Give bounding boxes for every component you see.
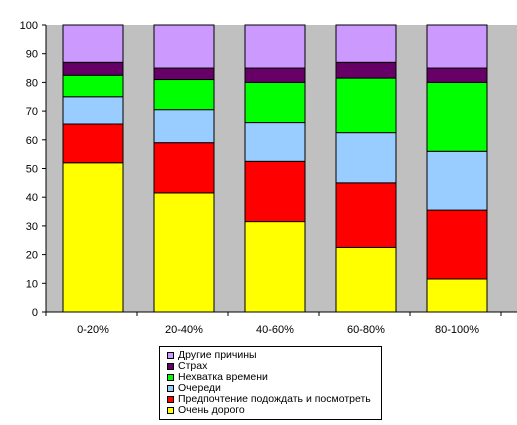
bar-segment bbox=[153, 79, 215, 111]
x-tick-label: 0-20% bbox=[77, 324, 109, 336]
legend-swatch bbox=[167, 374, 174, 381]
legend-item: Нехватка времени bbox=[167, 372, 381, 383]
legend-item: Предпочтение подождать и посмотреть bbox=[167, 394, 381, 405]
bar-segment bbox=[244, 24, 306, 69]
legend-swatch bbox=[167, 407, 174, 414]
legend-swatch bbox=[167, 396, 174, 403]
bar-segment bbox=[426, 150, 488, 211]
legend-label: Очереди bbox=[178, 382, 221, 394]
legend-label: Очень дорого bbox=[178, 404, 245, 416]
bar-segment bbox=[62, 24, 124, 63]
bar-segment bbox=[62, 96, 124, 125]
legend-swatch bbox=[167, 363, 174, 370]
y-tick-label: 50 bbox=[26, 164, 38, 176]
bar-segment bbox=[335, 246, 397, 313]
bar-segment bbox=[426, 81, 488, 152]
x-tick-label: 60-80% bbox=[347, 324, 385, 336]
legend-swatch bbox=[167, 352, 174, 359]
y-tick-label: 10 bbox=[26, 278, 38, 290]
legend-item: Другие причины bbox=[167, 350, 381, 361]
legend-label: Нехватка времени bbox=[178, 371, 268, 383]
y-tick-label: 60 bbox=[26, 135, 38, 147]
y-tick-label: 30 bbox=[26, 221, 38, 233]
bar-segment bbox=[335, 24, 397, 63]
bar-segment bbox=[62, 123, 124, 164]
bar-segment bbox=[426, 67, 488, 83]
bar-segment bbox=[62, 74, 124, 98]
chart-plot: 0 10 20 30 40 50 60 70 80 90 100 0-20% 20-40% 40-60%… bbox=[20, 20, 517, 336]
bar-segment bbox=[244, 67, 306, 83]
bar-segment bbox=[62, 162, 124, 313]
bar-segment bbox=[62, 61, 124, 76]
legend-item: Очень дорого bbox=[167, 405, 381, 416]
bar-segment bbox=[244, 81, 306, 124]
bar-segment bbox=[153, 109, 215, 144]
legend-label: Предпочтение подождать и посмотреть bbox=[178, 393, 371, 405]
legend-label: Другие причины bbox=[178, 349, 257, 361]
y-tick-label: 80 bbox=[26, 77, 38, 89]
bar-segment bbox=[335, 61, 397, 79]
bar-segment bbox=[153, 24, 215, 69]
y-tick-label: 20 bbox=[26, 250, 38, 262]
y-tick-label: 0 bbox=[32, 307, 38, 319]
legend: Другие причины Страх Нехватка времени Очере… bbox=[159, 346, 382, 420]
bar-segment bbox=[244, 122, 306, 162]
bar-segment bbox=[335, 132, 397, 184]
bar-segment bbox=[335, 77, 397, 134]
y-axis: 0 10 20 30 40 50 60 70 80 90 100 bbox=[20, 20, 46, 319]
x-axis: 0-20% 20-40% 40-60% 60-80% 80-100% bbox=[45, 312, 502, 336]
bar-segment bbox=[153, 67, 215, 81]
y-tick-label: 70 bbox=[26, 106, 38, 118]
bar-segment bbox=[426, 278, 488, 313]
y-tick-label: 90 bbox=[26, 49, 38, 61]
bar-segment bbox=[244, 160, 306, 223]
bar-segment bbox=[153, 192, 215, 313]
x-tick-label: 80-100% bbox=[435, 324, 479, 336]
bars bbox=[62, 24, 488, 313]
legend-swatch bbox=[167, 385, 174, 392]
bar-segment bbox=[426, 209, 488, 280]
x-tick-label: 20-40% bbox=[165, 324, 203, 336]
x-tick-label: 40-60% bbox=[256, 324, 294, 336]
legend-item: Страх bbox=[167, 361, 381, 372]
y-tick-label: 40 bbox=[26, 192, 38, 204]
bar-segment bbox=[426, 24, 488, 69]
bar-segment bbox=[335, 182, 397, 248]
y-tick-label: 100 bbox=[20, 20, 38, 32]
legend-label: Страх bbox=[178, 360, 208, 372]
bar-segment bbox=[153, 142, 215, 194]
bar-segment bbox=[244, 221, 306, 313]
legend-item: Очереди bbox=[167, 383, 381, 394]
